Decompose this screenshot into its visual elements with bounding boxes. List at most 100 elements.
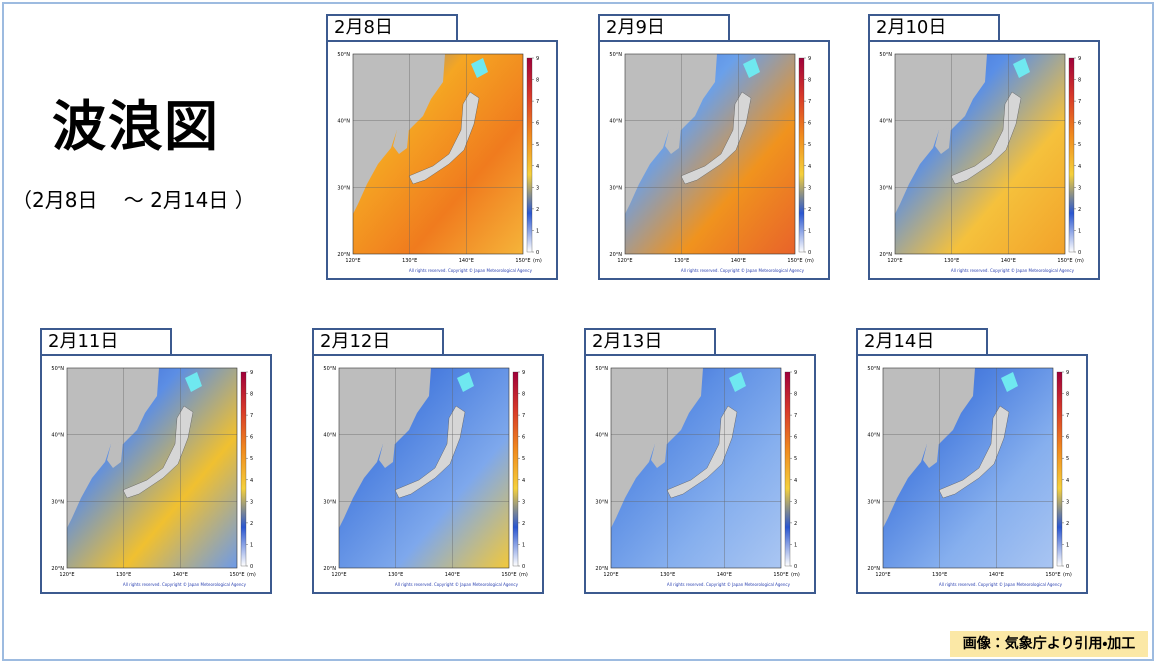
lat-label: 50°N	[867, 366, 880, 372]
colorbar-tick-label: 2	[1066, 521, 1069, 527]
colorbar-tick-label: 1	[1078, 228, 1081, 234]
lat-label: 40°N	[595, 433, 608, 439]
lon-label: 140°E	[989, 572, 1004, 578]
colorbar-tick-label: 9	[1066, 370, 1069, 376]
unit-label: (m)	[247, 572, 256, 578]
colorbar-tick-label: 3	[250, 499, 253, 505]
lon-label: 140°E	[173, 572, 188, 578]
lat-label: 30°N	[337, 185, 350, 191]
lon-label: 140°E	[459, 258, 474, 264]
unit-label: (m)	[805, 258, 814, 264]
lon-label: 120°E	[887, 258, 902, 264]
asia-land	[339, 368, 431, 528]
colorbar	[1068, 57, 1075, 253]
colorbar-tick-label: 6	[1078, 121, 1081, 127]
lon-label: 150°E	[773, 572, 788, 578]
japan	[394, 405, 466, 499]
lat-label: 40°N	[609, 119, 622, 125]
unit-label: (m)	[1063, 572, 1072, 578]
subtitle: （2月8日 ～ 2月14日 ）	[12, 188, 255, 212]
lon-label: 140°E	[445, 572, 460, 578]
colorbar-tick-label: 7	[1066, 413, 1069, 419]
colorbar-tick-label: 6	[1066, 435, 1069, 441]
credit: 画像：気象庁より引用・加工	[950, 631, 1148, 657]
colorbar-tick-label: 8	[1078, 78, 1081, 84]
colorbar-tick-label: 7	[536, 99, 539, 105]
colorbar-tick-label: 2	[794, 521, 797, 527]
colorbar-tick-label: 4	[250, 478, 253, 484]
map-border	[338, 367, 510, 569]
colorbar-tick-label: 3	[536, 185, 539, 191]
colorbar	[1056, 371, 1063, 567]
lon-label: 130°E	[116, 572, 131, 578]
lon-label: 130°E	[944, 258, 959, 264]
korea	[665, 128, 681, 154]
colorbar-tick-label: 1	[522, 542, 525, 548]
lon-label: 150°E	[501, 572, 516, 578]
lon-label: 130°E	[932, 572, 947, 578]
lat-label: 20°N	[609, 252, 622, 258]
colorbar-tick-label: 1	[808, 228, 811, 234]
map-border	[894, 53, 1066, 255]
colorbar-tick-label: 4	[1066, 478, 1069, 484]
lon-label: 130°E	[674, 258, 689, 264]
unit-label: (m)	[791, 572, 800, 578]
lat-label: 50°N	[595, 366, 608, 372]
colorbar-tick-label: 6	[794, 435, 797, 441]
lat-label: 30°N	[51, 499, 64, 505]
panel-label: 2月14日	[856, 328, 988, 354]
panel-label: 2月8日	[326, 14, 458, 40]
lat-label: 30°N	[867, 499, 880, 505]
asia-land	[895, 54, 987, 214]
lat-label: 20°N	[879, 252, 892, 258]
panel-label: 2月10日	[868, 14, 1000, 40]
colorbar-tick-label: 9	[794, 370, 797, 376]
map-border	[610, 367, 782, 569]
colorbar-tick-label: 6	[808, 121, 811, 127]
colorbar-tick-label: 8	[808, 78, 811, 84]
colorbar-tick-label: 2	[536, 207, 539, 213]
colorbar-tick-label: 2	[250, 521, 253, 527]
lat-label: 30°N	[595, 499, 608, 505]
colorbar-tick-label: 4	[522, 478, 525, 484]
colorbar-tick-label: 6	[536, 121, 539, 127]
colorbar-tick-label: 3	[1066, 499, 1069, 505]
colorbar-tick-label: 3	[808, 185, 811, 191]
colorbar-tick-label: 5	[250, 456, 253, 462]
ice	[471, 58, 488, 78]
colorbar-tick-label: 9	[522, 370, 525, 376]
copyright: All rights reserved. Copyright © Japan M…	[123, 582, 247, 587]
korea	[379, 442, 395, 468]
lon-label: 130°E	[660, 572, 675, 578]
lat-label: 50°N	[609, 52, 622, 58]
lat-label: 30°N	[323, 499, 336, 505]
panel-label: 2月13日	[584, 328, 716, 354]
asia-land	[883, 368, 975, 528]
panel-label: 2月11日	[40, 328, 172, 354]
colorbar-tick-label: 0	[808, 250, 811, 256]
lon-label: 120°E	[875, 572, 890, 578]
unit-label: (m)	[519, 572, 528, 578]
japan	[950, 91, 1022, 185]
panel-label: 2月9日	[598, 14, 730, 40]
map-border	[66, 367, 238, 569]
colorbar	[798, 57, 805, 253]
colorbar-tick-label: 8	[794, 392, 797, 398]
panel-label: 2月12日	[312, 328, 444, 354]
colorbar-tick-label: 9	[1078, 56, 1081, 62]
japan	[680, 91, 752, 185]
lon-label: 120°E	[345, 258, 360, 264]
colorbar-tick-label: 9	[808, 56, 811, 62]
lon-label: 120°E	[603, 572, 618, 578]
colorbar-tick-label: 2	[522, 521, 525, 527]
asia-land	[625, 54, 717, 214]
colorbar-tick-label: 2	[1078, 207, 1081, 213]
lat-label: 40°N	[323, 433, 336, 439]
colorbar-tick-label: 5	[808, 142, 811, 148]
colorbar-tick-label: 2	[808, 207, 811, 213]
